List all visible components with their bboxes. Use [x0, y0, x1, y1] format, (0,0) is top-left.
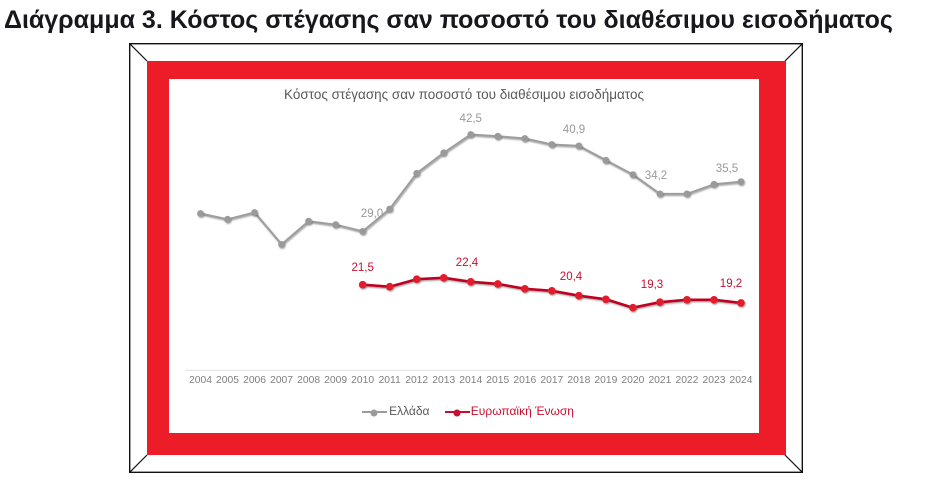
svg-text:21,5: 21,5	[351, 262, 373, 274]
svg-text:35,5: 35,5	[716, 163, 738, 175]
svg-text:42,5: 42,5	[460, 113, 482, 125]
svg-text:19,2: 19,2	[720, 278, 742, 290]
svg-text:34,2: 34,2	[645, 170, 667, 182]
svg-text:20,4: 20,4	[560, 271, 583, 283]
svg-text:19,3: 19,3	[641, 279, 663, 291]
svg-text:22,4: 22,4	[456, 257, 479, 269]
svg-text:40,9: 40,9	[563, 124, 585, 136]
svg-text:29,0: 29,0	[361, 208, 383, 220]
